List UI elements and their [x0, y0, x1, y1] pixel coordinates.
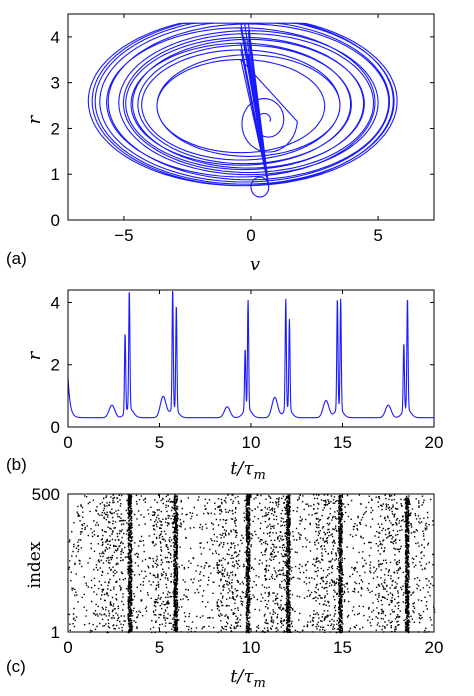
raster-spikes [68, 494, 436, 634]
panel-a-ytick-label: 1 [51, 165, 60, 184]
panel-a-x-ticks: −5 0 5 [114, 14, 383, 245]
panel-b-xtick-label: 10 [242, 433, 261, 452]
panel-b: 0 5 10 15 20 0 2 4 t/τm r (b) [6, 289, 443, 483]
panel-b-xlabel-sub: m [253, 468, 265, 483]
panel-b-y-ticks: 0 2 4 [51, 293, 434, 437]
panel-b-xlabel: t/τm [230, 458, 266, 483]
panel-b-ytick-label: 4 [51, 293, 60, 312]
panel-b-xtick-label: 15 [333, 433, 352, 452]
panel-a-label: (a) [6, 249, 27, 268]
panel-c-ytick-label: 500 [32, 485, 60, 504]
panel-c-xtick-label: 5 [155, 638, 164, 657]
phase-trajectory-line [87, 22, 398, 198]
panel-c-xtick-label: 20 [425, 638, 444, 657]
panel-a-ylabel: r [24, 114, 45, 124]
panel-a-ytick-label: 0 [51, 211, 60, 230]
raster-dots [68, 494, 436, 634]
panel-b-ytick-label: 2 [51, 356, 60, 375]
panel-a-ytick-label: 3 [51, 74, 60, 93]
panel-c-xtick-label: 15 [333, 638, 352, 657]
panel-c-xlabel: t/τm [230, 666, 266, 691]
panel-c-frame [67, 493, 435, 633]
panel-b-xtick-label: 0 [63, 433, 72, 452]
panel-c-ylabel: index [25, 541, 45, 588]
rate-timeseries [67, 290, 434, 419]
panel-c-xlabel-sub: m [253, 676, 265, 691]
panel-c-ytick-label: 1 [51, 623, 60, 642]
panel-a-xlabel: v [250, 254, 260, 275]
panel-b-xtick-label: 5 [155, 433, 164, 452]
panel-b-ytick-label: 0 [51, 418, 60, 437]
phase-trajectory [87, 22, 398, 198]
panel-c-xlabel-main: t/τ [230, 666, 254, 687]
panel-b-x-ticks: 0 5 10 15 20 [63, 290, 443, 452]
panel-b-xlabel-main: t/τ [230, 458, 254, 479]
panel-a-xtick-label: −5 [114, 226, 133, 245]
panel-a-y-ticks: 0 1 2 3 4 [51, 28, 434, 230]
panel-b-ylabel: r [24, 350, 45, 360]
panel-a-xtick-label: 5 [373, 226, 382, 245]
panel-b-frame [67, 289, 435, 428]
panel-a-ytick-label: 4 [51, 28, 60, 47]
panel-c-label: (c) [6, 657, 26, 676]
panel-c-xtick-label: 10 [242, 638, 261, 657]
panel-c-x-ticks: 0 5 10 15 20 [63, 494, 443, 657]
panel-b-label: (b) [6, 455, 27, 474]
panel-a: −5 0 5 0 1 2 3 4 v r (a) [6, 13, 435, 275]
panel-a-ytick-label: 2 [51, 119, 60, 138]
panel-b-xtick-label: 20 [425, 433, 444, 452]
rate-line [67, 290, 434, 419]
panel-c-xtick-label: 0 [63, 638, 72, 657]
panel-a-xtick-label: 0 [246, 226, 255, 245]
